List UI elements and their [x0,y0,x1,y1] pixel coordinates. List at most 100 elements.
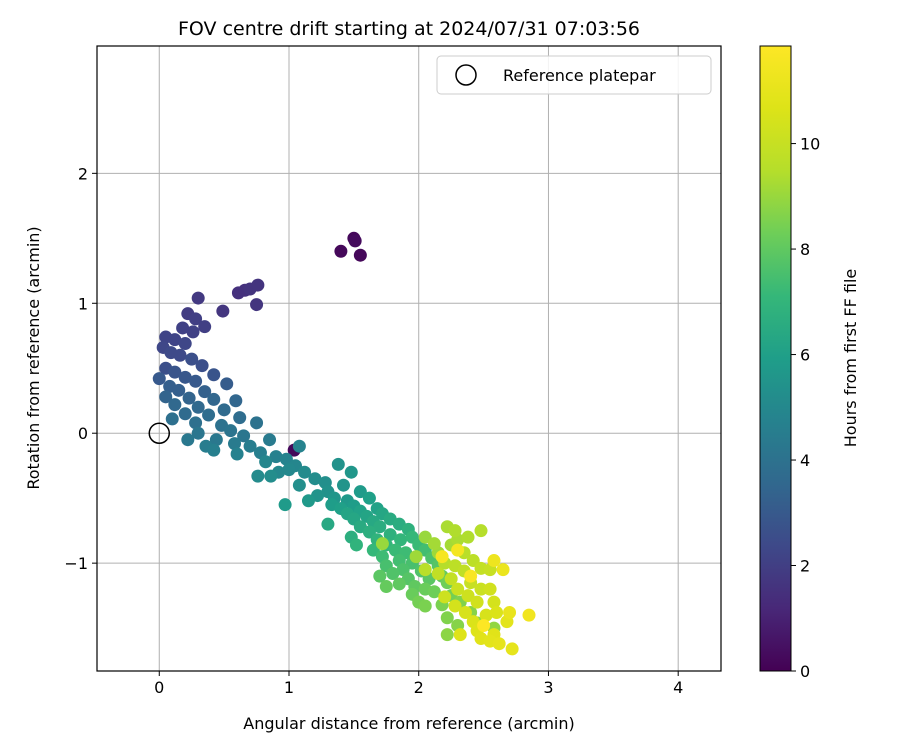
data-point [230,447,244,461]
data-point [383,528,397,542]
data-point [185,352,199,366]
plot-frame [96,45,722,672]
data-point [292,478,306,492]
data-point [392,577,406,591]
data-point [165,412,179,426]
reference-platepar-marker [148,422,171,444]
data-point [209,433,223,447]
data-point [479,608,493,622]
data-point [159,390,173,404]
data-point [427,537,441,551]
data-point [279,452,293,466]
data-point [308,472,322,486]
colorbar-tick-label: 10 [800,135,820,154]
data-point [269,450,283,464]
data-point [298,465,312,479]
data-point [373,569,387,583]
x-tick-label: 1 [284,678,294,697]
data-point [362,491,376,505]
data-point [207,368,221,382]
data-point [189,312,203,326]
data-point [191,291,205,305]
data-point [418,599,432,613]
data-point [496,563,510,577]
data-point [186,325,200,339]
data-point [168,333,182,347]
data-point [251,469,265,483]
colorbar-tick-label: 0 [800,662,810,681]
colorbar-tick-label: 2 [800,557,810,576]
data-point [217,403,231,417]
colorbar-label: Hours from first FF file [841,269,860,448]
data-point [191,426,205,440]
data-point [198,385,212,399]
data-point [373,520,387,534]
data-point [435,550,449,564]
data-point [216,304,230,318]
data-point [438,590,452,604]
data-point [474,524,488,538]
data-point [448,599,462,613]
data-point [195,359,209,373]
data-point [202,408,216,422]
data-point [487,554,501,568]
legend: Reference platepar [436,55,712,95]
data-point [181,433,195,447]
data-point [353,485,367,499]
data-point [366,543,380,557]
data-point [470,595,484,609]
data-point [388,543,402,557]
data-point [301,494,315,508]
data-point [152,372,166,386]
data-point [250,298,264,312]
data-point [198,320,212,334]
data-point [278,498,292,512]
x-tick-label: 0 [154,678,164,697]
data-point [224,424,238,438]
data-point [431,567,445,581]
data-point [448,524,462,538]
data-point [349,538,363,552]
data-point [453,628,467,642]
data-point [189,416,203,430]
x-tick-label: 3 [543,678,553,697]
data-point [353,248,367,262]
data-point [168,365,182,379]
data-point [458,606,472,620]
data-point [474,582,488,596]
data-point [522,608,536,622]
data-point [207,443,221,457]
colorbar: 0 2 4 6 8 10 Hours from first FF file [759,45,860,681]
data-point [334,244,348,258]
data-point [490,606,504,620]
data-point [191,400,205,414]
data-point [483,582,497,596]
data-point [375,537,389,551]
y-axis-label: Rotation from reference (arcmin) [24,226,43,489]
chart-title: FOV centre drift starting at 2024/07/31 … [178,18,640,40]
data-point [444,572,458,586]
data-point [176,321,190,335]
data-point [451,582,465,596]
data-point [182,391,196,405]
data-point [292,439,306,453]
y-tick-label: −1 [64,554,88,573]
colorbar-gradient [759,45,792,672]
data-point [461,589,475,603]
data-point [178,407,192,421]
data-point [228,437,242,451]
data-point [440,628,454,642]
colorbar-tick-label: 6 [800,346,810,365]
data-point [250,416,264,430]
x-tick-label: 4 [673,678,683,697]
data-point [418,563,432,577]
data-point [440,611,454,625]
data-point [505,642,519,656]
data-point [321,517,335,531]
data-point [348,234,362,248]
data-point [487,595,501,609]
data-point [477,619,491,633]
data-point [394,533,408,547]
data-point [386,567,400,581]
